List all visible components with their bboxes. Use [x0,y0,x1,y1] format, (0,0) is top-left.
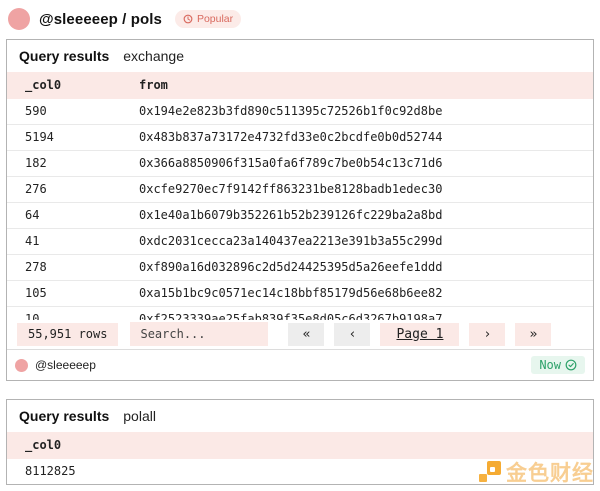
cell-col0: 276 [7,176,121,203]
column-header-col0: _col0 [7,72,121,99]
cell-from: 0xf2523339ae25fab839f35e8d05c6d3267b9198… [121,306,593,320]
cell-col0: 10 [7,306,121,320]
card-title: Query results [19,48,110,64]
card-subtitle: exchange [123,48,184,64]
query-results-card-polall: Query results polall _col0 8112825 [6,399,594,485]
cell-from: 0xdc2031cecca23a140437ea2213e391b3a55c29… [121,228,593,255]
cell-from: 0xcfe9270ec7f9142ff863231be8128badb1edec… [121,176,593,203]
cell-col0: 5194 [7,124,121,151]
table-row: 8112825 [7,459,593,484]
table-row: 41 0xdc2031cecca23a140437ea2213e391b3a55… [7,228,593,255]
results-table: _col0 from 590 0x194e2e823b3fd890c511395… [7,72,593,320]
table-row: 10 0xf2523339ae25fab839f35e8d05c6d3267b9… [7,306,593,320]
author-handle[interactable]: @sleeeeep [35,358,96,372]
table-header-row: _col0 [7,432,593,459]
card-title: Query results [19,408,110,424]
pagination: « ‹ Page 1 › » [288,322,552,346]
status-badge: Now [531,356,585,374]
avatar [8,8,30,30]
card-gap [0,381,600,399]
popular-badge: Popular [174,10,242,28]
cell-col0: 64 [7,202,121,229]
table-row: 105 0xa15b1bc9c0571ec14c18bbf85179d56e68… [7,280,593,307]
table-row: 5194 0x483b837a73172e4732fd33e0c2bcdfe0b… [7,124,593,151]
cell-from: 0x366a8850906f315a0fa6f789c7be0b54c13c71… [121,150,593,177]
page-title[interactable]: @sleeeeep / pols [39,10,162,28]
card-title-bar: Query results polall [7,400,593,432]
table-row: 278 0xf890a16d032896c2d5d24425395d5a26ee… [7,254,593,281]
first-page-button[interactable]: « [288,322,325,346]
results-table-container: _col0 8112825 [7,432,593,484]
query-results-card-exchange: Query results exchange _col0 from 590 0x… [6,39,594,381]
cell-col0: 105 [7,280,121,307]
clock-icon [183,14,193,24]
cell-from: 0x1e40a1b6079b352261b52b239126fc229ba2a8… [121,202,593,229]
current-page-button[interactable]: Page 1 [380,322,460,346]
cell-col0: 8112825 [25,464,76,478]
cell-col0: 41 [7,228,121,255]
avatar [15,358,28,372]
cell-from: 0xf890a16d032896c2d5d24425395d5a26eefe1d… [121,254,593,281]
card-title-bar: Query results exchange [7,40,593,72]
cell-col0: 278 [7,254,121,281]
table-row: 182 0x366a8850906f315a0fa6f789c7be0b54c1… [7,150,593,177]
table-header-row: _col0 from [7,72,593,99]
table-body: 590 0x194e2e823b3fd890c511395c72526b1f0c… [7,99,593,320]
table-controls: 55,951 rows « ‹ Page 1 › » [7,320,593,349]
popular-badge-label: Popular [196,13,234,25]
results-table-container: _col0 from 590 0x194e2e823b3fd890c511395… [7,72,593,320]
table-row: 590 0x194e2e823b3fd890c511395c72526b1f0c… [7,99,593,125]
cell-from: 0x483b837a73172e4732fd33e0c2bcdfe0b0d527… [121,124,593,151]
cell-col0: 182 [7,150,121,177]
previous-page-button[interactable]: ‹ [334,322,371,346]
next-page-button[interactable]: › [469,322,506,346]
cell-from: 0xa15b1bc9c0571ec14c18bbf85179d56e68b6ee… [121,280,593,307]
search-input[interactable] [130,322,269,346]
cell-from: 0x194e2e823b3fd890c511395c72526b1f0c92d8… [139,104,443,118]
last-page-button[interactable]: » [515,322,552,346]
check-circle-icon [565,359,577,371]
table-row: 276 0xcfe9270ec7f9142ff863231be8128badb1… [7,176,593,203]
card-subtitle: polall [123,408,156,424]
status-label: Now [539,358,561,372]
column-header-col0: _col0 [7,432,593,459]
author-strip: @sleeeeep Now [7,349,593,380]
cell-col0: 590 [25,104,47,118]
column-header-from: from [121,72,593,99]
table-body: 8112825 [7,459,593,484]
page-header: @sleeeeep / pols Popular [0,0,600,39]
row-count-badge: 55,951 rows [17,322,119,346]
results-table: _col0 8112825 [7,432,593,484]
table-row: 64 0x1e40a1b6079b352261b52b239126fc229ba… [7,202,593,229]
